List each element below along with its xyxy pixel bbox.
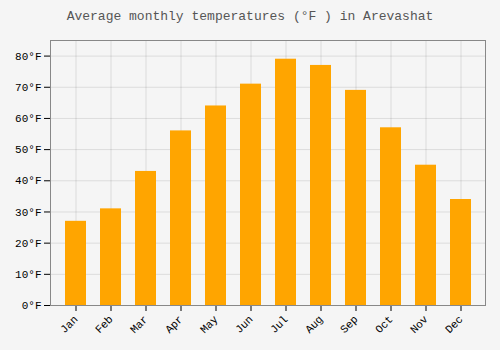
svg-text:Jun: Jun bbox=[233, 313, 255, 335]
svg-text:Feb: Feb bbox=[93, 313, 115, 335]
svg-text:20°F: 20°F bbox=[15, 238, 41, 250]
svg-text:10°F: 10°F bbox=[15, 269, 41, 281]
svg-text:Aug: Aug bbox=[303, 313, 325, 335]
svg-text:Oct: Oct bbox=[373, 313, 395, 335]
svg-text:60°F: 60°F bbox=[15, 113, 41, 125]
svg-text:80°F: 80°F bbox=[15, 51, 41, 63]
svg-text:Apr: Apr bbox=[163, 313, 185, 335]
svg-text:0°F: 0°F bbox=[22, 300, 42, 312]
svg-text:Nov: Nov bbox=[408, 313, 431, 336]
svg-text:30°F: 30°F bbox=[15, 206, 41, 218]
html-text:Average monthly temperatures (: Average monthly temperatures (°F ) in Ar… bbox=[66, 9, 434, 24]
svg-text:Jan: Jan bbox=[58, 313, 80, 335]
svg-text:70°F: 70°F bbox=[15, 82, 41, 94]
svg-text:40°F: 40°F bbox=[15, 175, 41, 187]
svg-text:May: May bbox=[198, 313, 221, 336]
svg-text:50°F: 50°F bbox=[15, 144, 41, 156]
svg-text:Mar: Mar bbox=[128, 313, 150, 335]
svg-text:Sep: Sep bbox=[338, 313, 360, 335]
svg-text:Jul: Jul bbox=[268, 313, 290, 335]
svg-text:Dec: Dec bbox=[443, 313, 465, 335]
